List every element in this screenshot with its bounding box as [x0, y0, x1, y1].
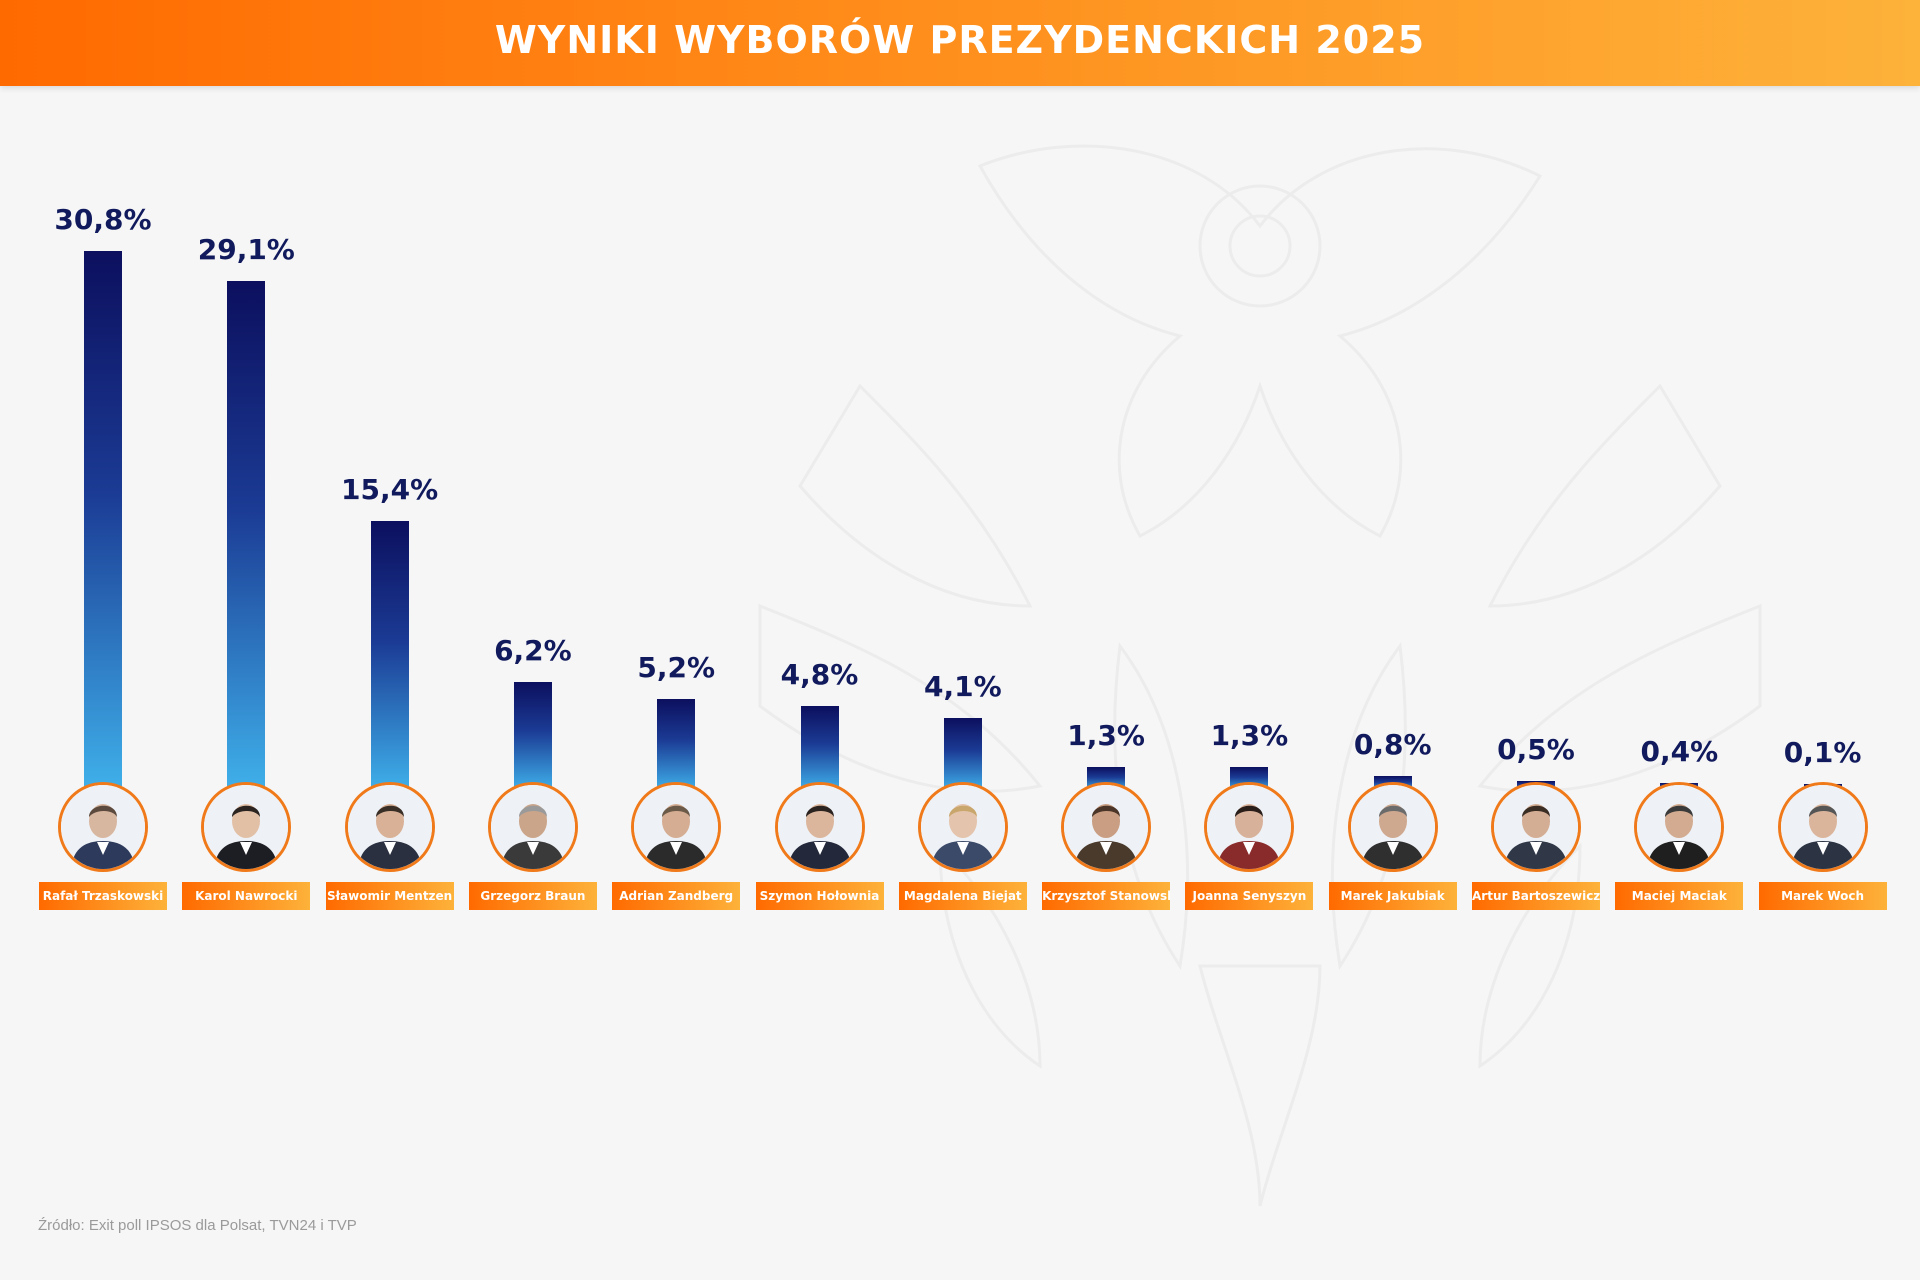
bar-value-label: 4,8%	[780, 658, 859, 691]
candidate-name-label: Karol Nawrocki	[182, 882, 311, 910]
bar-value-label: 0,5%	[1497, 733, 1575, 767]
candidate-photo	[631, 782, 722, 872]
candidate-name-label: Rafał Trzaskowski	[39, 882, 167, 910]
candidate-name-label: Sławomir Mentzen	[325, 882, 454, 910]
candidate-name-label: Marek Woch	[1758, 882, 1887, 910]
candidate-photo	[917, 782, 1008, 872]
candidate-name-label: Joanna Senyszyn	[1185, 882, 1314, 910]
candidate-name-label: Magdalena Biejat	[898, 882, 1027, 910]
candidate-photo	[1777, 782, 1868, 872]
bar	[227, 280, 266, 790]
bar-value-label: 30,8%	[54, 203, 152, 236]
bar-value-label: 5,2%	[637, 651, 716, 684]
bar-value-label: 0,4%	[1640, 735, 1719, 768]
bar	[657, 699, 696, 790]
page-title: WYNIKI WYBORÓW PREZYDENCKICH 2025	[494, 18, 1426, 62]
bar-value-label: 29,1%	[197, 232, 295, 266]
candidate-name-label: Grzegorz Braun	[468, 882, 597, 910]
candidate-name-label: Adrian Zandberg	[612, 882, 741, 910]
candidate-photo	[1491, 782, 1581, 872]
bar	[800, 706, 839, 790]
title-banner: WYNIKI WYBORÓW PREZYDENCKICH 2025	[0, 0, 1920, 86]
bar-value-label: 0,8%	[1353, 728, 1432, 761]
bar	[513, 681, 552, 790]
bar-value-label: 15,4%	[341, 472, 439, 506]
results-bar-chart: 30,8% Rafał Trzaskowski 29,1% Karol Nawrock…	[0, 86, 1920, 1186]
bar-value-label: 4,1%	[923, 670, 1002, 704]
candidate-name-label: Marek Jakubiak	[1328, 882, 1457, 910]
bar-value-label: 1,3%	[1067, 719, 1145, 753]
candidate-name-label: Szymon Hołownia	[755, 882, 884, 910]
candidate-photo	[58, 782, 148, 872]
bar-value-label: 1,3%	[1210, 719, 1289, 753]
candidate-photo	[487, 782, 578, 872]
candidate-photo	[774, 782, 865, 872]
candidate-photo	[1347, 782, 1438, 872]
candidate-photo	[1634, 782, 1725, 872]
candidate-photo	[344, 782, 435, 872]
candidate-photo	[1204, 782, 1295, 872]
candidate-name-label: Artur Bartoszewicz	[1472, 882, 1600, 910]
bar-value-label: 6,2%	[494, 633, 572, 667]
source-note: Źródło: Exit poll IPSOS dla Polsat, TVN2…	[38, 1217, 357, 1234]
bar-value-label: 0,1%	[1783, 736, 1862, 769]
bar	[84, 251, 122, 790]
candidate-photo	[201, 782, 292, 872]
candidate-name-label: Maciej Maciak	[1615, 882, 1744, 910]
candidate-photo	[1061, 782, 1152, 872]
bar	[370, 520, 409, 790]
candidate-name-label: Krzysztof Stanowski	[1042, 882, 1171, 910]
bar	[943, 718, 982, 790]
